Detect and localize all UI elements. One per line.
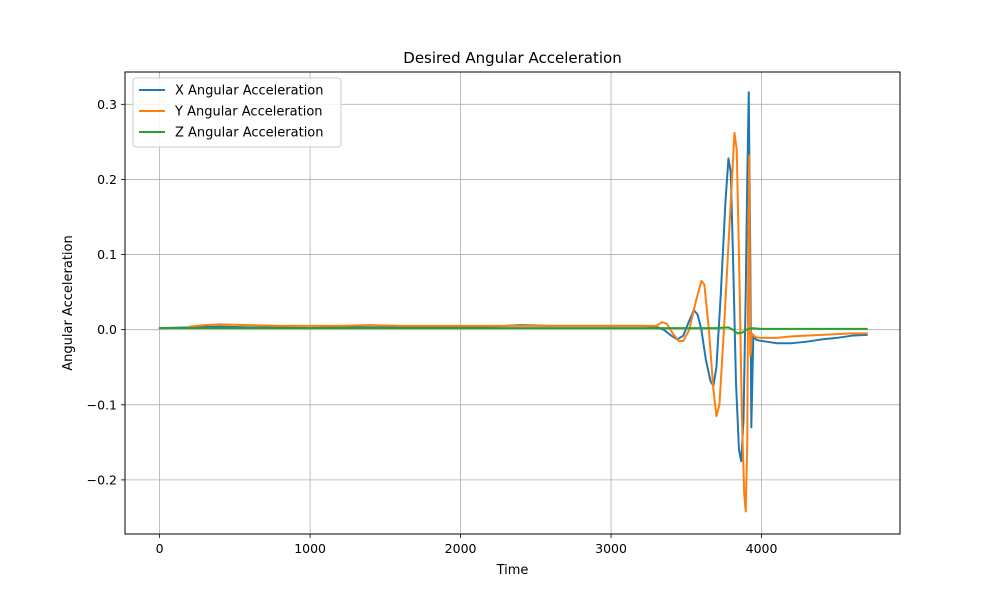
y-tick-label: −0.1 (87, 397, 117, 412)
legend: X Angular Acceleration Y Angular Accelera… (132, 77, 342, 148)
y-tick-label: 0.2 (97, 172, 117, 187)
legend-label-1: X Angular Acceleration (175, 84, 324, 99)
x-tick-label: 2000 (445, 541, 477, 556)
plot-area (125, 72, 900, 534)
legend-label-3: Z Angular Acceleration (175, 126, 324, 141)
y-axis: −0.2 −0.1 0.0 0.1 0.2 0.3 (87, 97, 125, 487)
series-layer (158, 91, 868, 513)
x-axis-label: Time (496, 563, 529, 578)
y-tick-label: 0.3 (97, 97, 117, 112)
y-tick-label: −0.2 (87, 472, 117, 487)
x-tick-label: 3000 (595, 541, 627, 556)
series-line-3 (158, 326, 868, 335)
series-line-2 (188, 131, 868, 513)
x-tick-label: 1000 (294, 541, 326, 556)
x-tick-label: 0 (156, 541, 164, 556)
legend-label-2: Y Angular Acceleration (174, 105, 323, 120)
y-tick-label: 0.0 (97, 322, 117, 337)
y-axis-label: Angular Acceleration (61, 235, 76, 370)
x-tick-label: 4000 (746, 541, 778, 556)
plot-frame (124, 71, 901, 535)
x-axis: 0 1000 2000 3000 4000 (156, 534, 778, 556)
y-tick-label: 0.1 (97, 247, 117, 262)
chart-title: Desired Angular Acceleration (403, 49, 621, 67)
legend-box (132, 77, 342, 148)
